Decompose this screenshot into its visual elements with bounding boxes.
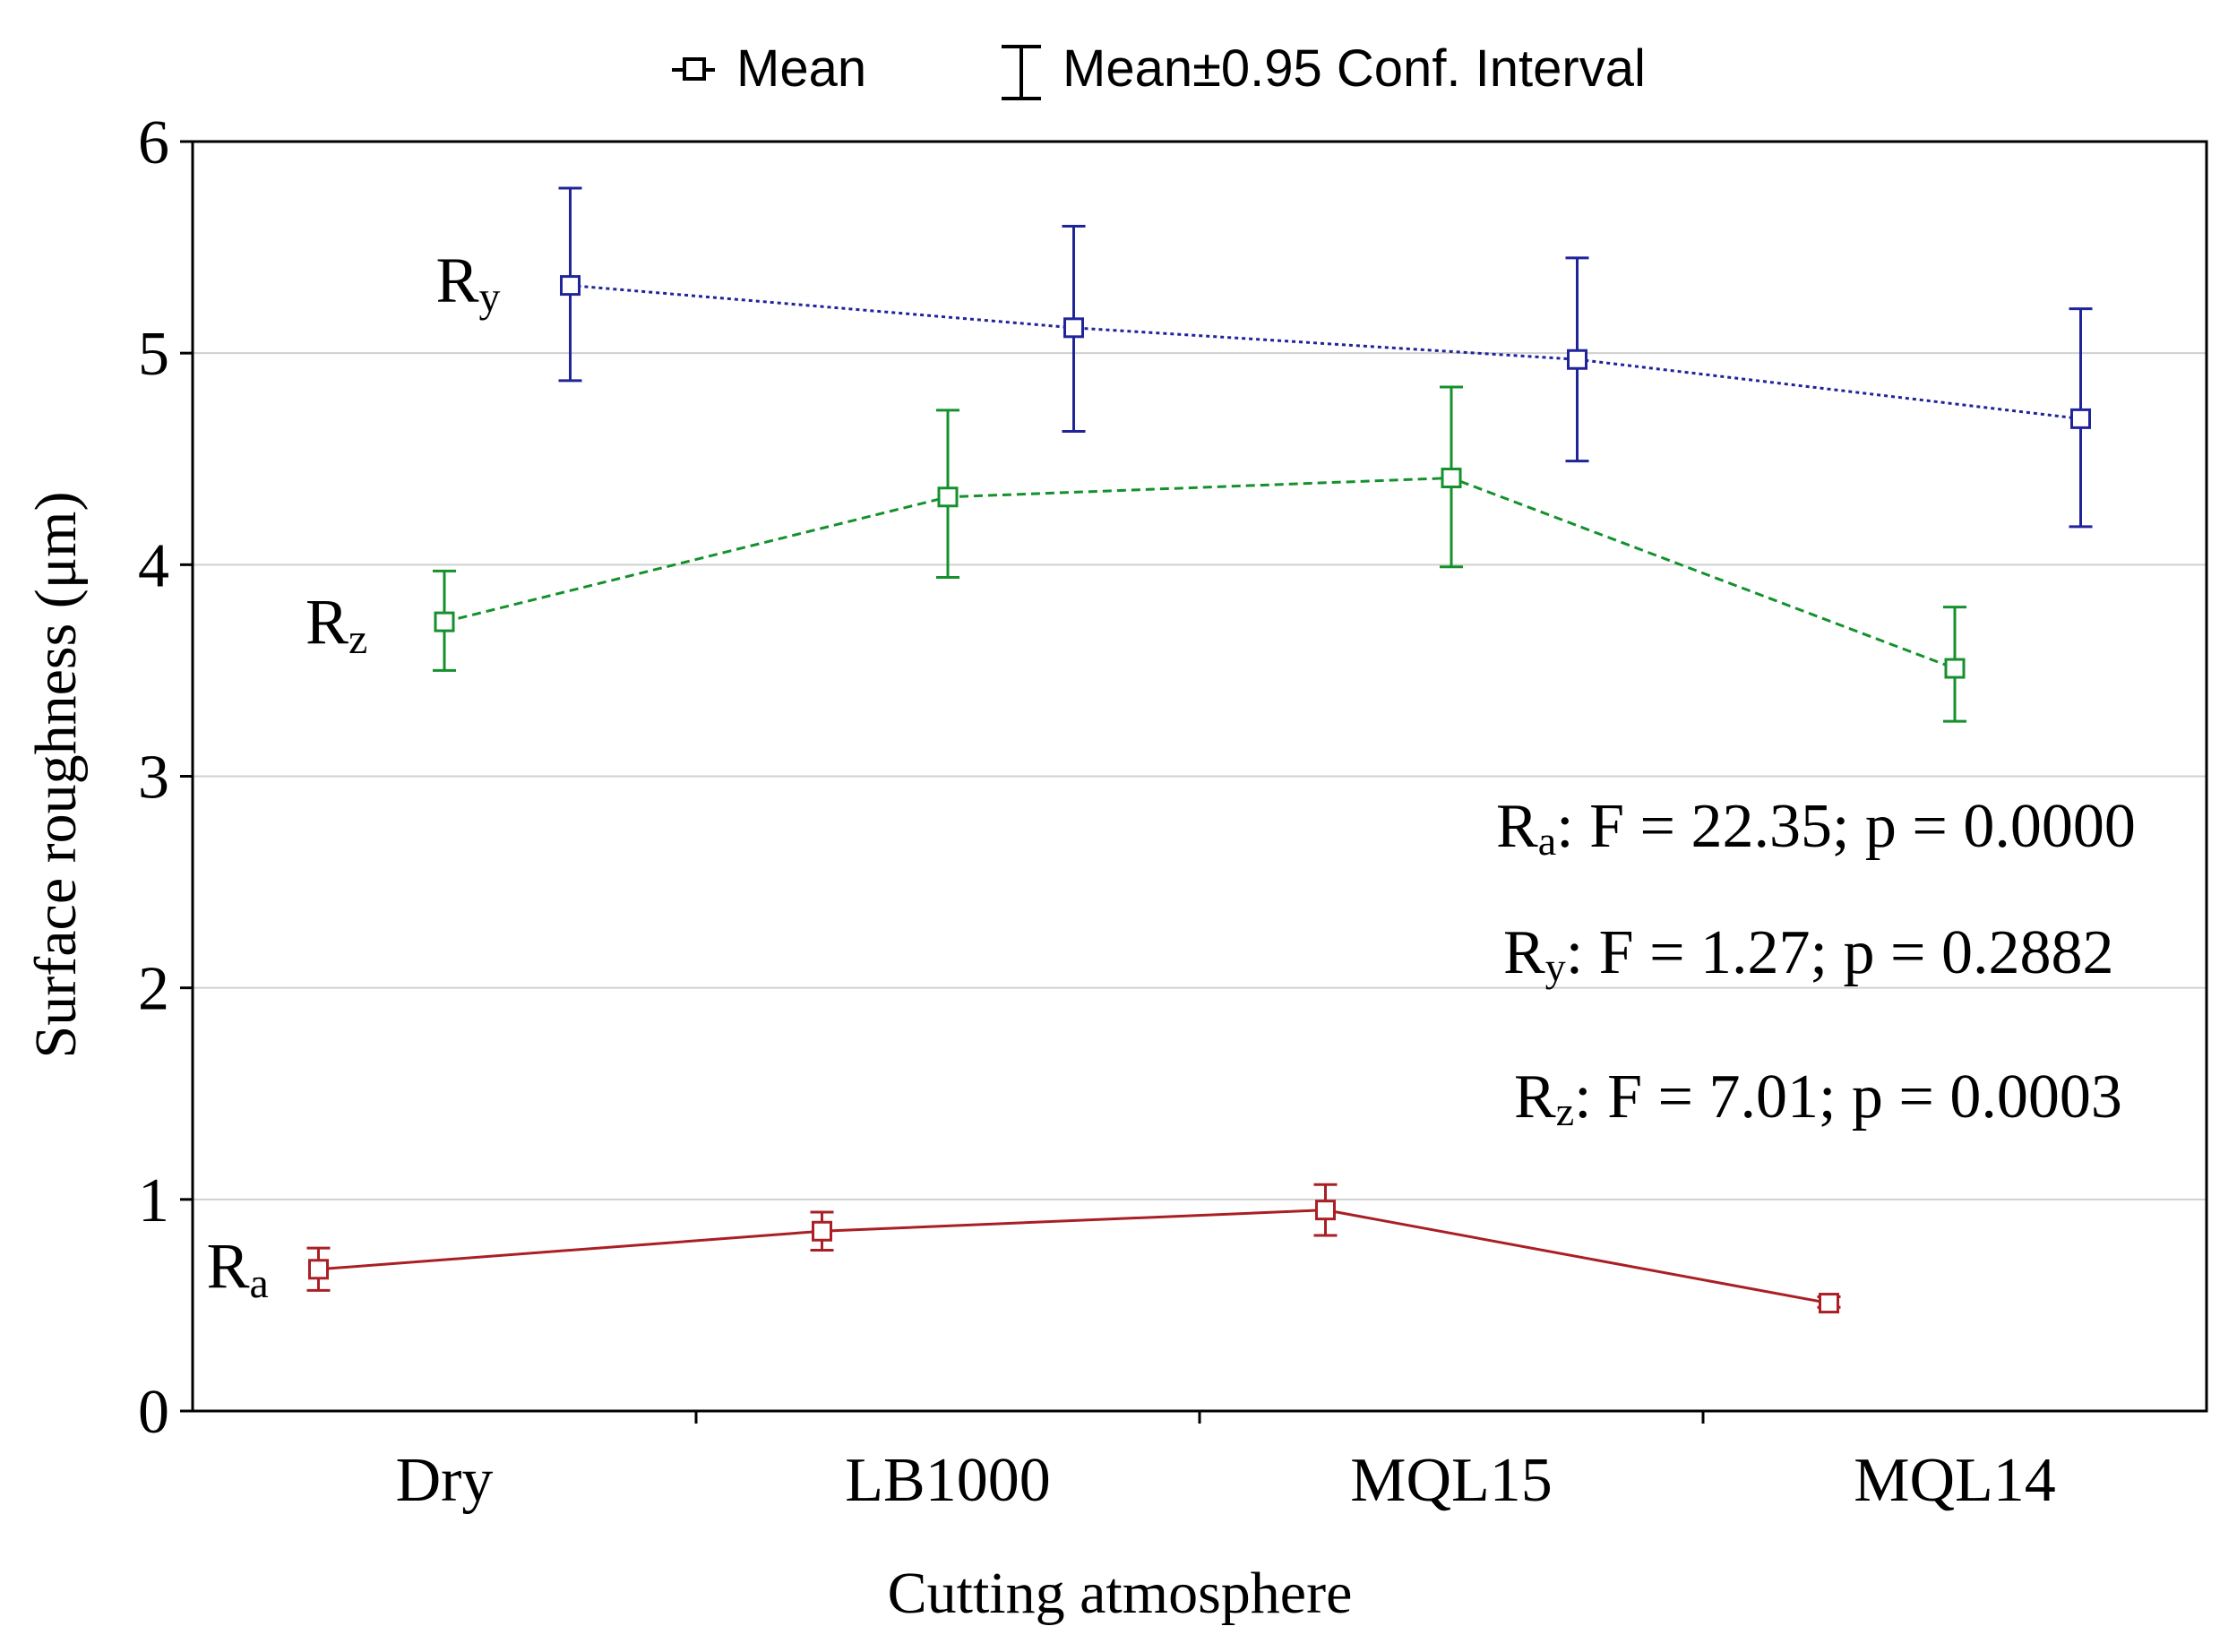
y-tick-label-4: 4: [138, 531, 169, 600]
legend: Mean Mean±0.95 Conf. Interval: [672, 39, 1646, 100]
annotation-rz: Rz: F = 7.01; p = 0.0003: [1514, 1063, 2122, 1134]
mean-marker-rz-2: [1441, 468, 1462, 489]
mean-marker-rz-0: [434, 611, 455, 632]
mean-marker-ra-1: [812, 1220, 832, 1242]
annotation-ry: Ry: F = 1.27; p = 0.2882: [1503, 918, 2114, 990]
mean-marker-rz-3: [1944, 658, 1966, 679]
y-axis-title: Surface roughness (μm): [23, 492, 89, 1059]
series-ra: [306, 1183, 1841, 1314]
series-line-ra: [318, 1209, 1829, 1305]
y-tick-label-0: 0: [138, 1378, 169, 1447]
gridlines: [193, 352, 2207, 1200]
series-label-ry-subscript: y: [479, 273, 501, 321]
series-ry: [558, 186, 2093, 529]
legend-mean-marker: [672, 57, 715, 81]
series-label-ra-subscript: a: [250, 1259, 269, 1306]
y-tick-label-5: 5: [138, 320, 169, 389]
series-label-rz-subscript: z: [348, 615, 367, 663]
series-rz: [433, 385, 1966, 723]
series-label-rz: Rz: [305, 586, 367, 663]
legend-mean-label: Mean: [736, 39, 866, 98]
x-tick-label-lb1000: LB1000: [845, 1446, 1050, 1515]
annotation-ry-symbol: R: [1503, 918, 1545, 987]
legend-ci-marker: [1002, 45, 1041, 100]
series-label-ry-symbol: R: [436, 245, 479, 316]
annotation-ry-subscript: y: [1545, 944, 1566, 990]
mean-marker-ry-1: [1063, 317, 1084, 339]
series-label-ra-symbol: R: [207, 1230, 250, 1302]
annotation-rz-stats: : F = 7.01; p = 0.0003: [1574, 1063, 2122, 1131]
x-axis-title: Cutting atmosphere: [888, 1561, 1353, 1626]
mean-marker-ra-3: [1819, 1293, 1839, 1314]
axes: [180, 140, 2208, 1424]
series-group: [306, 186, 2093, 1314]
annotation-ra-stats: : F = 22.35; p = 0.0000: [1556, 792, 2136, 861]
x-tick-label-mql15: MQL15: [1350, 1446, 1553, 1515]
annotation-rz-subscript: z: [1556, 1088, 1574, 1134]
y-tick-label-1: 1: [138, 1166, 169, 1235]
annotation-ry-stats: : F = 1.27; p = 0.2882: [1566, 918, 2114, 987]
annotation-rz-symbol: R: [1514, 1063, 1556, 1131]
x-tick-label-mql14: MQL14: [1854, 1446, 2056, 1515]
y-tick-label-2: 2: [138, 955, 169, 1024]
legend-ci-label: Mean±0.95 Conf. Interval: [1063, 39, 1646, 98]
series-line-rz: [443, 476, 1956, 670]
mean-marker-rz-1: [937, 486, 959, 508]
annotation-ra: Ra: F = 22.35; p = 0.0000: [1496, 792, 2136, 864]
y-tick-label-3: 3: [138, 744, 169, 813]
mean-marker-ry-2: [1567, 348, 1587, 370]
x-tick-label-dry: Dry: [396, 1446, 494, 1515]
y-tick-label-6: 6: [138, 108, 169, 177]
series-label-ry: Ry: [436, 245, 501, 322]
series-label-ra: Ra: [207, 1230, 269, 1307]
mean-marker-ry-0: [560, 275, 581, 297]
annotation-ra-subscript: a: [1538, 818, 1556, 864]
series-label-rz-symbol: R: [305, 586, 348, 658]
mean-marker-ra-0: [308, 1259, 329, 1280]
mean-marker-ra-2: [1315, 1200, 1336, 1221]
mean-marker-ry-3: [2070, 408, 2091, 429]
annotations: Ra: F = 22.35; p = 0.0000 Ry: F = 1.27; …: [1496, 792, 2136, 1134]
series-line-ry: [570, 284, 2081, 420]
annotation-ra-symbol: R: [1496, 792, 1538, 861]
